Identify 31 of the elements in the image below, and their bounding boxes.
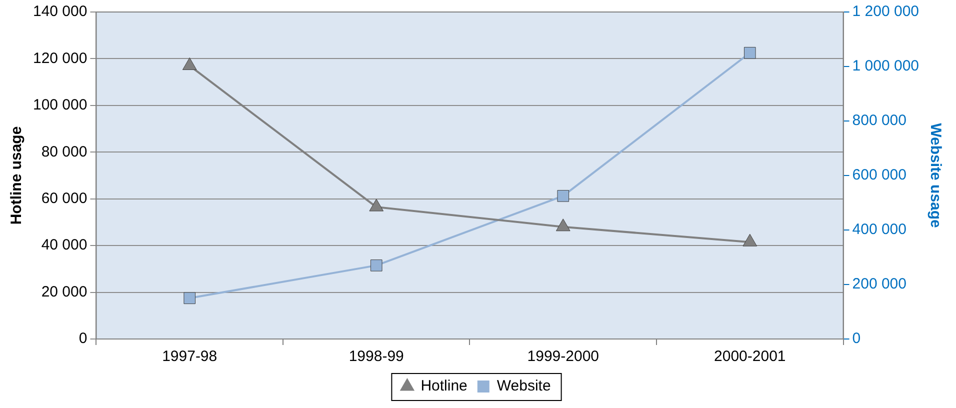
y-tick-label: 20 000 <box>41 283 88 300</box>
point <box>184 292 196 304</box>
legend-label: Website <box>496 378 551 395</box>
point <box>742 234 758 246</box>
y2-tick-label: 1 000 000 <box>852 58 920 75</box>
point <box>370 260 382 272</box>
y2-axis-title: Website usage <box>926 123 944 228</box>
y2-tick-label: 400 000 <box>852 221 907 238</box>
legend-label: Hotline <box>420 378 468 395</box>
y2-tick-label: 600 000 <box>852 166 907 184</box>
y2-tick-label: 200 000 <box>852 276 907 293</box>
y2-tick-label: 0 <box>852 330 861 348</box>
x-tick-label: 1999-2000 <box>527 348 599 366</box>
y-tick-label: 120 000 <box>32 50 88 67</box>
point <box>182 57 197 70</box>
x-tick-label: 1997-98 <box>162 348 218 366</box>
y-tick-label: 0 <box>78 330 88 348</box>
y2-tick-label: 1 200 000 <box>852 3 920 20</box>
point <box>369 198 384 212</box>
y-tick-label: 100 000 <box>32 96 88 114</box>
y2-tick-label: 800 000 <box>852 112 907 130</box>
point <box>744 46 756 59</box>
y-axis-title: Hotline usage <box>8 126 26 225</box>
point <box>557 190 570 202</box>
x-tick-label: 2000-2001 <box>714 348 786 366</box>
y-tick-label: 60 000 <box>41 190 88 207</box>
y-tick-label: 80 000 <box>41 143 88 160</box>
y-tick-label: 40 000 <box>41 236 88 254</box>
point <box>556 218 570 232</box>
y-tick-label: 140 000 <box>32 3 88 20</box>
x-tick-label: 1998-99 <box>348 348 404 366</box>
